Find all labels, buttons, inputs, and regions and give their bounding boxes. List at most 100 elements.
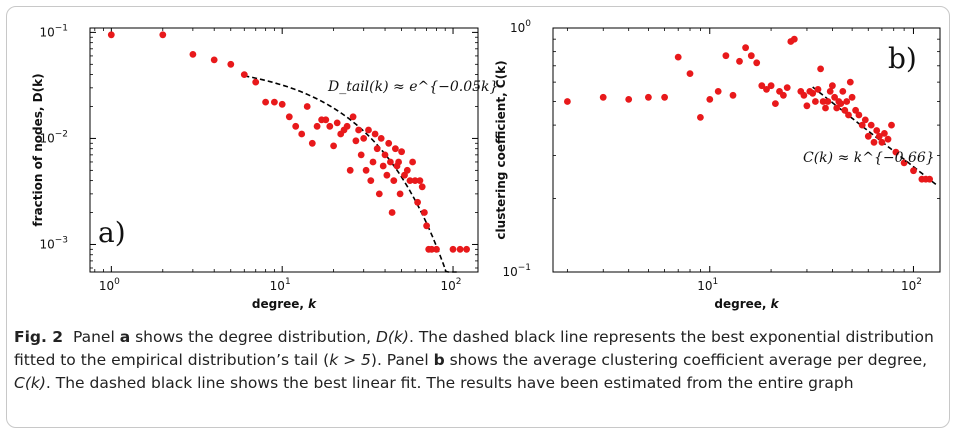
panel-a-data-point [343,122,351,130]
panel-a-data-point [463,245,470,253]
panel-b-data-point [772,100,779,107]
panel-a-data-point [428,245,436,253]
panel-a-data-point [406,177,414,185]
panel-b-data-point [809,89,817,97]
panel-a-data-point [403,166,411,174]
panel-b-data-point [846,78,854,86]
panel-a-x-tick-label: 101 [270,277,291,293]
panel-b-data-point [892,148,900,156]
panel-b-data-point [822,104,829,112]
panel-b-data-point [878,138,886,146]
panel-b-data-point [861,116,869,124]
panel-b-panel-label: b) [888,42,917,75]
caption-dk: D(k) [375,328,409,346]
panel-a-fit-line [244,75,457,273]
panel-a-data-point [159,31,167,39]
panel-b-data-point [873,127,881,134]
panel-b-data-point [753,59,761,67]
panel-b-x-tick-exponent: 2 [916,277,922,287]
caption-ck: C(k) [14,374,46,392]
panel-b-data-point [722,52,730,60]
panel-b-x-axis-label: degree, k [714,297,779,311]
panel-b-data-point [900,159,908,167]
panel-a-data-point [449,245,457,253]
panel-a-data-point [346,166,354,174]
panel-a-plot-frame [89,27,479,273]
panel-b-x-axis-label-var: k [771,297,780,311]
panel-a-x-tick-label: 100 [99,277,120,293]
panel-a-data-point [303,103,311,110]
panel-a-data-point [357,151,365,159]
caption-fig-label: Fig. 2 [14,328,64,346]
panel-a-data-point [398,148,405,156]
panel-a-y-tick-exponent: −3 [55,235,68,245]
panel-b-data-point [800,91,808,99]
caption-s4: ). Panel [370,351,434,369]
panel-b-data-point [625,96,633,103]
caption-panel-a: a [119,328,131,346]
panel-a-data-point [227,60,235,68]
panel-b-data-point [841,106,849,114]
panel-a-data-point [107,31,115,39]
panel-b-y-tick-label: 100 [510,19,531,35]
panel-b-data-point [910,167,917,175]
panel-b-data-point [848,93,856,101]
panel-b-x-tick-label: 102 [901,277,922,293]
panel-b-data-point [758,82,766,90]
panel-a-data-point [379,162,387,170]
panel-b-x-tick-exponent: 1 [713,277,719,287]
panel-a-data-point [189,51,197,58]
panel-a-x-tick-label: 102 [441,277,462,293]
panel-b-data-point [729,91,737,99]
panel-b-data-point [826,88,834,95]
panel-a-data-point [326,122,334,130]
panel-a-x-axis-label-var: k [308,297,317,311]
panel-b-data-point [697,114,704,121]
panel-a-data-point [330,142,337,150]
panel-a-data-point [240,71,248,78]
panel-b-data-point [763,86,770,93]
panel-a-y-tick-exponent: −1 [55,23,68,33]
panel-b-data-point [686,70,694,77]
panel-a-y-tick-label: 10−1 [39,23,68,39]
panel-a-data-point [388,209,396,216]
panel-b-data-point [875,132,883,140]
panel-a-data-point [385,139,393,147]
panel-a-x-tick-exponent: 0 [114,277,120,287]
caption-s2: shows the degree distribution, [130,328,376,346]
panel-b-data-point [817,65,824,73]
panel-b-plot-frame [552,27,941,273]
panel-b-data-point [845,111,852,119]
panel-a-data-point [271,98,278,106]
panel-b-data-point [855,111,863,119]
panel-b-data-point [852,106,859,114]
panel-a-data-point [418,183,426,191]
panel-b-data-point [714,88,722,95]
panel-a-y-tick-label: 10−3 [39,235,68,251]
panel-a-data-point [416,177,424,185]
panel-a-data-point [409,158,416,166]
panel-b-data-point [803,102,811,110]
caption-s1: Panel [72,328,120,346]
panel-b-data-point [881,130,888,137]
panel-a-data-point [375,190,383,198]
panel-a-data-point [433,245,440,253]
panel-a-data-point [210,56,218,64]
panel-b-data-point [674,53,682,61]
panel-b-data-point [824,98,832,105]
panel-a-data-point [333,119,341,127]
panel-a-data-point [367,177,375,185]
panel-a-y-tick-exponent: −2 [55,129,68,139]
panel-a-data-point [392,145,399,153]
panel-b-data-point [888,121,895,129]
panel-b-data-point [839,88,847,95]
panel-a-data-point [285,113,293,121]
panel-a-data-point [377,135,385,142]
caption-s3: . The dashed black line represents the b… [14,328,934,369]
panel-a-data-point [322,116,330,124]
panel-b-data-point [833,104,841,112]
panel-a-data-point [278,100,286,108]
panel-b-data-point [870,138,878,146]
panel-a-data-point [371,130,379,138]
